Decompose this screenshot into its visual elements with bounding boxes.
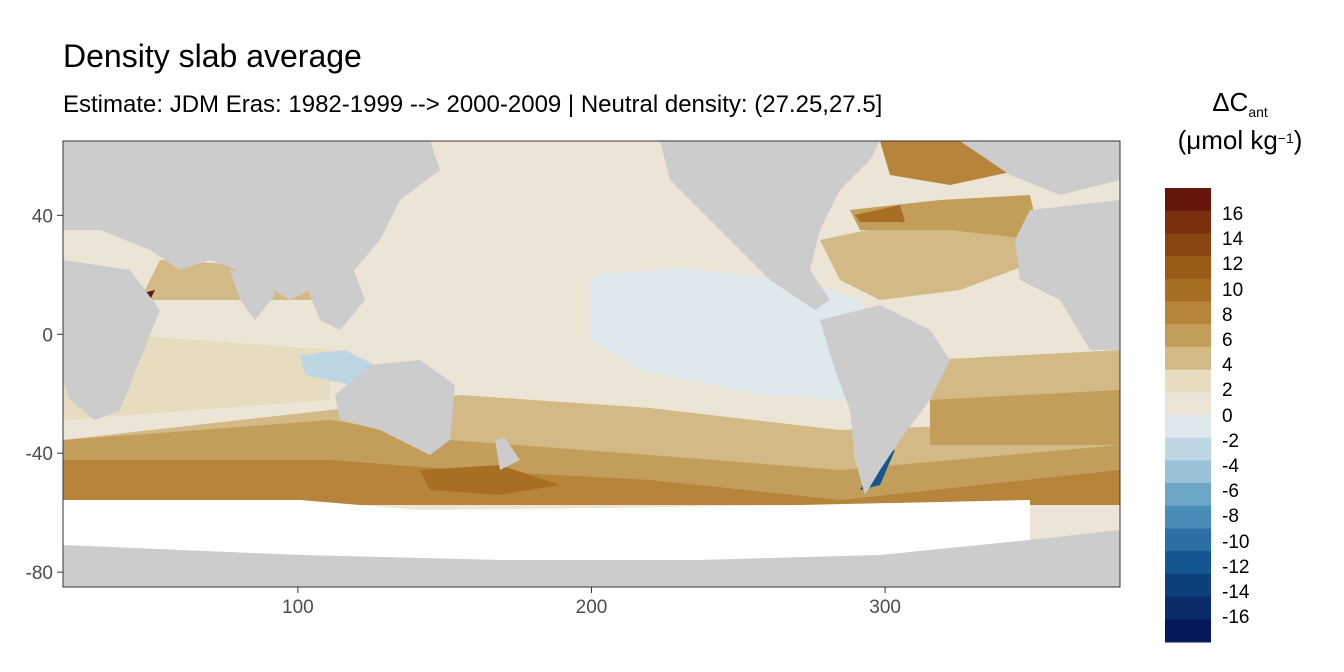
legend-label: 6 [1222,330,1233,351]
legend-label: -4 [1222,456,1239,477]
patch-labrador-10 [855,205,905,222]
north-america [660,141,880,310]
legend-label: -16 [1222,607,1250,629]
legend-swatch [1165,460,1211,484]
india [230,270,275,320]
australia [335,360,455,455]
legend-label: 0 [1222,405,1233,427]
land-masses [63,141,1120,587]
y-tick-label: 0 [42,325,53,346]
legend-label: -8 [1222,506,1239,528]
europe-west-africa [1015,200,1120,350]
x-tick-label: 100 [282,597,314,618]
legend-swatch [1165,505,1211,529]
legend-label: -6 [1222,481,1239,503]
legend-swatch [1165,233,1211,257]
south-america [820,305,950,495]
greenland [960,141,1120,195]
africa-east [63,260,160,420]
southeast-asia [300,260,365,330]
map-panel [63,141,1120,587]
legend-swatch [1165,188,1211,212]
legend-label: -10 [1222,531,1250,553]
y-tick-label: -80 [26,563,53,584]
legend-swatch [1165,392,1211,416]
y-tick-label: 40 [32,206,53,227]
legend-swatch [1165,415,1211,439]
band-south-atlantic-6 [930,390,1120,445]
legend-label: -14 [1222,582,1250,603]
legend-swatch [1165,256,1211,280]
chart-subtitle: Estimate: JDM Eras: 1982-1999 --> 2000-2… [63,91,883,118]
legend-label: 16 [1222,204,1244,225]
legend-label: 14 [1222,229,1244,251]
legend-swatch [1165,596,1211,620]
legend-label: 10 [1222,279,1244,301]
legend-colorbar [1165,188,1211,643]
x-tick-label: 300 [869,597,901,618]
legend-swatch [1165,437,1211,461]
legend-label: -2 [1222,430,1239,452]
chart-title: Density slab average [63,38,362,74]
antarctic-ice [63,500,1030,560]
antarctica [63,530,1120,587]
x-tick-label: 200 [576,597,608,618]
band-southern-8 [63,460,1120,505]
y-tick-label: -40 [26,444,53,465]
legend-swatch [1165,324,1211,348]
legend-label: 2 [1222,380,1233,402]
legend-swatch [1165,278,1211,302]
legend-unit-close: ) [1293,124,1303,155]
legend-label: 4 [1222,355,1233,377]
legend-swatch [1165,369,1211,393]
legend-swatch [1165,346,1211,371]
legend-swatch [1165,619,1211,643]
legend-label: -12 [1222,556,1250,578]
legend-label: 12 [1222,254,1244,276]
legend-label: 8 [1222,304,1233,326]
patch-tasman-10 [420,465,560,495]
legend-symbol: ΔC [1212,87,1249,117]
legend-swatch [1165,483,1211,507]
legend-title: ΔCant (μmol kg−1) [1150,84,1330,159]
legend-swatch [1165,210,1211,234]
legend-swatch [1165,551,1211,575]
legend-subscript: ant [1248,104,1268,120]
legend-swatch [1165,573,1211,598]
eurasia [63,141,440,300]
legend-unit-sup: −1 [1277,129,1294,146]
patch-indonesia-negative [300,350,375,385]
legend-unit-open: (μmol kg [1177,124,1278,155]
legend-swatch [1165,528,1211,552]
legend-swatch [1165,301,1211,325]
new-zealand [495,438,520,470]
